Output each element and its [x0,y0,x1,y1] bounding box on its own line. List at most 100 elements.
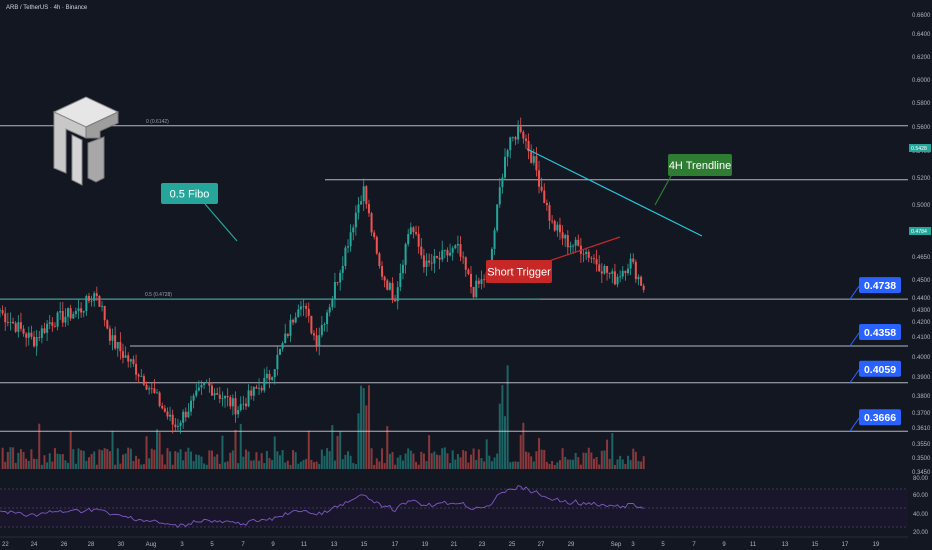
price-tick-label[interactable]: 0.3800 [912,394,931,400]
volume-bar [577,457,580,469]
price-tick-label[interactable]: 0.3900 [912,375,931,381]
time-tick-label[interactable]: 11 [750,542,757,548]
time-tick-label[interactable]: 27 [538,542,545,548]
price-tick-label[interactable]: 0.3700 [912,411,931,417]
candle-body [108,328,111,341]
candle [501,173,504,194]
candle-body [231,398,234,407]
time-tick-label[interactable]: 24 [31,542,38,548]
volume-bar [33,458,36,469]
time-tick-label[interactable]: 22 [2,542,9,548]
candle-body [642,285,645,290]
candle [53,322,56,328]
time-tick-label[interactable]: 19 [873,542,880,548]
price-tick-label[interactable]: 0.6200 [912,55,931,61]
time-tick-label[interactable]: Sep [611,542,622,548]
time-tick-label[interactable]: 21 [451,542,458,548]
time-tick-label[interactable]: 3 [631,542,635,548]
volume-bar [127,447,130,469]
price-tick-label[interactable]: 0.5200 [912,176,931,182]
candle [333,272,336,308]
price-tick-label[interactable]: 0.6000 [912,78,931,84]
volume-bar [415,461,418,469]
candle-body [38,337,41,338]
price-tick-label[interactable]: 0.4300 [912,308,931,314]
price-tick-label[interactable]: 0.3450 [912,470,931,476]
candle [475,274,478,299]
candle [634,259,637,283]
time-tick-label[interactable]: 9 [271,542,275,548]
price-tick-label[interactable]: 0.4200 [912,320,931,326]
price-tick-label[interactable]: 0.6600 [912,13,931,19]
price-tick-label[interactable]: 0.4500 [912,278,931,284]
candle [46,319,49,341]
candle [305,303,308,318]
volume-bar [485,439,488,469]
time-tick-label[interactable]: 15 [361,542,368,548]
candle-body [87,295,90,301]
candle [467,268,470,276]
time-tick-label[interactable]: 25 [509,542,516,548]
candle-body [35,337,38,347]
time-tick-label[interactable]: Aug [146,542,157,548]
time-tick-label[interactable]: 5 [210,542,214,548]
time-tick-label[interactable]: 19 [422,542,429,548]
price-axis[interactable]: 0.6600 0.6400 0.6200 0.6000 0.5800 0.5600 0.54… [908,0,932,550]
time-tick-label[interactable]: 5 [661,542,665,548]
time-tick-label[interactable]: 9 [722,542,726,548]
time-tick-label[interactable]: 7 [241,542,245,548]
candle-body [391,283,394,300]
time-tick-label[interactable]: 26 [61,542,68,548]
price-tick-label[interactable]: 0.5600 [912,125,931,131]
time-axis[interactable]: 22 24 26 28 30 Aug 3 5 7 9 11 13 15 17 19 21 23 25 27 29 Sep… [0,536,908,548]
price-tick-label[interactable]: 0.4100 [912,335,931,341]
time-tick-label[interactable]: 13 [782,542,789,548]
candle [498,177,501,208]
time-tick-label[interactable]: 30 [118,542,125,548]
time-tick-label[interactable]: 11 [301,542,308,548]
price-tick-label[interactable]: 0.5000 [912,203,931,209]
candle-body [629,258,632,269]
candle [182,409,185,429]
price-tick-label[interactable]: 0.4650 [912,255,931,261]
time-tick-label[interactable]: 17 [392,542,399,548]
volume-bar [284,462,287,469]
candle [404,242,407,274]
candle [637,274,640,286]
price-tick-label[interactable]: 0.6400 [912,32,931,38]
time-tick-label[interactable]: 29 [568,542,575,548]
rsi-tick-label: 80.00 [913,476,929,482]
candle-body [145,384,148,390]
volume-bar [467,462,470,469]
price-tick-label[interactable]: 0.3500 [912,456,931,462]
time-tick-label[interactable]: 28 [88,542,95,548]
current-price-tag-bg [909,144,931,152]
volume-bar [1,447,4,469]
candle [566,230,569,256]
price-tick-label[interactable]: 0.3610 [912,426,931,432]
candle-body [362,186,365,202]
volume-bar [449,463,452,469]
candle-body [156,392,158,394]
candle-body [381,266,384,277]
candle-body [511,137,514,138]
candle-body [72,314,75,319]
time-tick-label[interactable]: 7 [692,542,696,548]
price-tick-label[interactable]: 0.4400 [912,296,931,302]
trendline-4h [526,148,703,237]
volume-bar [35,459,38,469]
candle-body [98,295,101,307]
candle-body [59,311,62,313]
time-tick-label[interactable]: 23 [479,542,486,548]
time-tick-label[interactable]: 13 [331,542,338,548]
price-tick-label[interactable]: 0.5800 [912,101,931,107]
time-tick-label[interactable]: 15 [812,542,819,548]
candle-body [540,186,543,191]
candle-body [582,253,585,255]
price-badge: 0.4358 [849,323,901,347]
price-tick-label[interactable]: 0.3550 [912,442,931,448]
time-tick-label[interactable]: 3 [180,542,184,548]
time-tick-label[interactable]: 17 [842,542,849,548]
price-tick-label[interactable]: 0.4000 [912,355,931,361]
volume-bar [409,450,412,469]
